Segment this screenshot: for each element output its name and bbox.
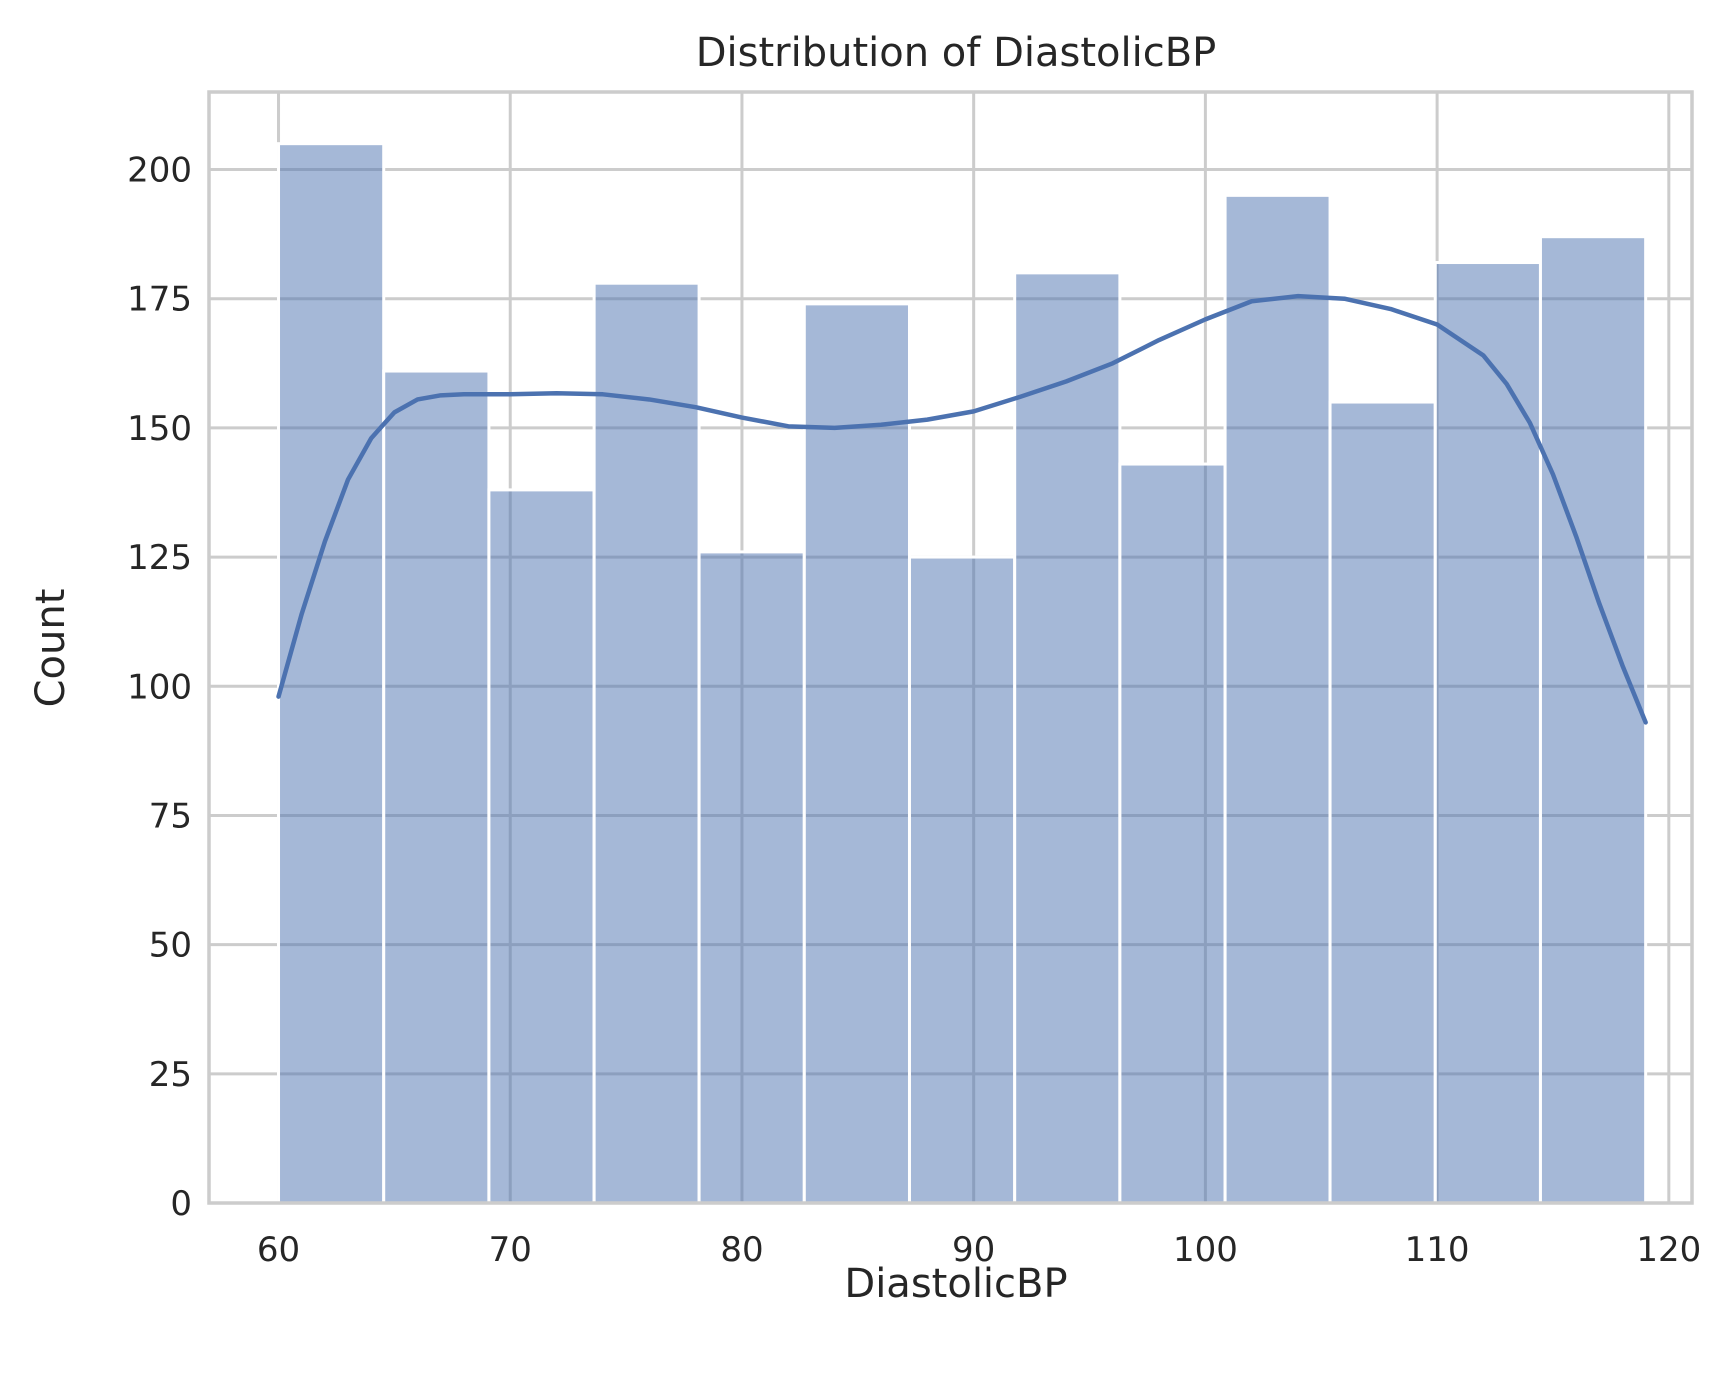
x-tick-label: 110 <box>1405 1230 1470 1270</box>
histogram-bar <box>277 142 386 1205</box>
plot-frame <box>207 90 1694 1205</box>
y-axis-label: Count <box>28 589 74 708</box>
kde-curve <box>276 293 1648 725</box>
y-tick-label: 125 <box>127 538 192 578</box>
y-tick-label: 50 <box>149 926 192 966</box>
histogram-bar <box>382 369 491 1205</box>
y-tick-label: 0 <box>170 1184 192 1224</box>
histogram-bar <box>1433 261 1542 1205</box>
x-tick-label: 90 <box>952 1230 995 1270</box>
histogram-bar <box>1013 271 1122 1205</box>
histogram-bar <box>1328 400 1437 1205</box>
x-tick-label: 80 <box>720 1230 763 1270</box>
histogram-bar <box>592 281 701 1205</box>
y-tick-label: 25 <box>149 1055 192 1095</box>
x-tick-label: 60 <box>257 1230 300 1270</box>
x-tick-label: 100 <box>1173 1230 1238 1270</box>
bars <box>277 142 1648 1205</box>
y-tick-labels: 0 25 50 75 100 125 150 175 200 <box>127 151 192 1224</box>
y-tick-label: 200 <box>127 151 192 191</box>
histogram-bar <box>1538 235 1648 1205</box>
y-tick-label: 175 <box>127 280 192 320</box>
histogram-bar <box>697 550 806 1205</box>
x-tick-labels: 60 70 80 90 100 110 120 <box>257 1230 1701 1270</box>
y-tick-label: 150 <box>127 409 192 449</box>
y-tick-label: 100 <box>127 667 192 707</box>
x-axis-label: DiastolicBP <box>844 1261 1067 1307</box>
chart-title: Distribution of DiastolicBP <box>696 30 1217 76</box>
x-tick-label: 70 <box>489 1230 532 1270</box>
histogram-bar <box>1223 193 1332 1205</box>
y-tick-label: 75 <box>149 796 192 836</box>
histogram-bar <box>1118 462 1227 1205</box>
histogram-bar <box>907 555 1017 1205</box>
x-tick-label: 120 <box>1636 1230 1701 1270</box>
kde-line <box>276 293 1648 725</box>
histogram-bar <box>487 488 596 1205</box>
histogram-bar <box>802 302 911 1205</box>
